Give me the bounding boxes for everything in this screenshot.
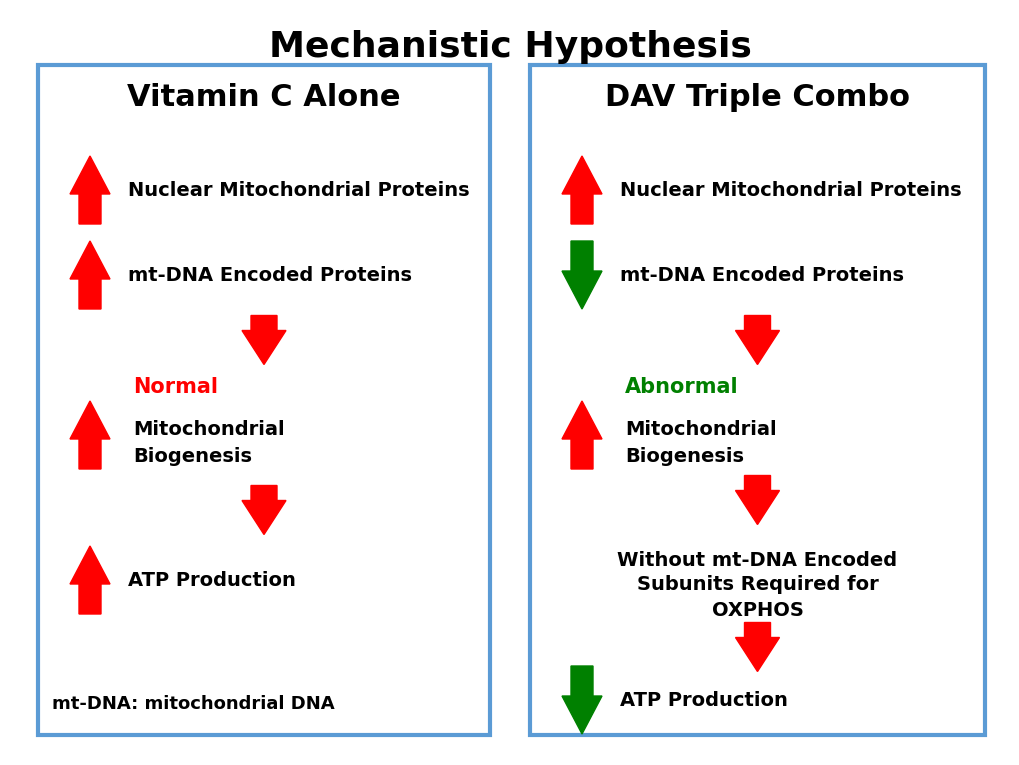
Text: Mechanistic Hypothesis: Mechanistic Hypothesis [268, 30, 751, 64]
Polygon shape [561, 666, 601, 734]
Text: Vitamin C Alone: Vitamin C Alone [127, 83, 400, 112]
Polygon shape [70, 401, 110, 469]
Polygon shape [561, 401, 601, 469]
Text: Mitochondrial: Mitochondrial [132, 420, 284, 439]
Text: DAV Triple Combo: DAV Triple Combo [604, 83, 909, 112]
Text: Nuclear Mitochondrial Proteins: Nuclear Mitochondrial Proteins [127, 181, 469, 200]
Polygon shape [735, 476, 779, 525]
Text: OXPHOS: OXPHOS [711, 601, 803, 620]
Text: Abnormal: Abnormal [625, 377, 738, 397]
Polygon shape [70, 156, 110, 224]
Text: Nuclear Mitochondrial Proteins: Nuclear Mitochondrial Proteins [620, 181, 961, 200]
Text: mt-DNA: mitochondrial DNA: mt-DNA: mitochondrial DNA [52, 695, 334, 713]
Polygon shape [735, 315, 779, 364]
Text: Without mt-DNA Encoded: Without mt-DNA Encoded [616, 551, 897, 569]
FancyBboxPatch shape [530, 65, 984, 735]
Polygon shape [561, 241, 601, 309]
Text: Normal: Normal [132, 377, 218, 397]
Polygon shape [70, 241, 110, 309]
Text: Biogenesis: Biogenesis [625, 447, 743, 466]
Text: Subunits Required for: Subunits Required for [636, 575, 877, 594]
Text: ATP Production: ATP Production [127, 571, 296, 590]
Text: mt-DNA Encoded Proteins: mt-DNA Encoded Proteins [620, 265, 903, 285]
Text: Biogenesis: Biogenesis [132, 447, 252, 466]
Text: ATP Production: ATP Production [620, 691, 787, 709]
Polygon shape [735, 623, 779, 672]
FancyBboxPatch shape [38, 65, 489, 735]
Text: Mitochondrial: Mitochondrial [625, 420, 775, 439]
Text: mt-DNA Encoded Proteins: mt-DNA Encoded Proteins [127, 265, 412, 285]
Polygon shape [242, 486, 285, 535]
Polygon shape [561, 156, 601, 224]
Polygon shape [70, 546, 110, 614]
Polygon shape [242, 315, 285, 364]
